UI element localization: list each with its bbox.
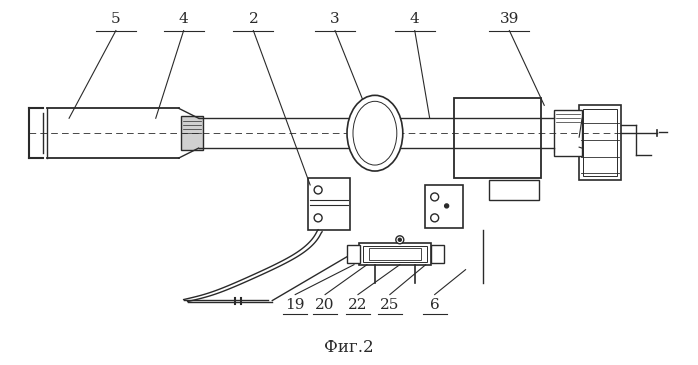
Bar [489, 180, 540, 200]
Bar [363, 246, 426, 262]
Bar [431, 245, 444, 263]
Ellipse shape [353, 101, 397, 165]
Circle shape [399, 238, 401, 241]
Circle shape [445, 204, 449, 208]
Text: 19: 19 [285, 297, 305, 312]
Circle shape [314, 214, 322, 222]
Bar [308, 178, 350, 230]
Text: 4: 4 [179, 12, 188, 26]
Bar [347, 245, 360, 263]
Bar [454, 98, 541, 178]
Circle shape [396, 236, 403, 244]
Text: 25: 25 [380, 297, 399, 312]
Text: 5: 5 [111, 12, 121, 26]
Text: 20: 20 [315, 297, 335, 312]
Bar [369, 248, 421, 260]
Bar [579, 105, 621, 180]
Text: 39: 39 [500, 12, 519, 26]
Circle shape [431, 214, 438, 222]
Text: 6: 6 [430, 297, 440, 312]
Text: 3: 3 [330, 12, 340, 26]
Text: 4: 4 [410, 12, 419, 26]
Circle shape [314, 186, 322, 194]
Bar [181, 116, 202, 150]
Text: 2: 2 [248, 12, 258, 26]
Bar [554, 110, 582, 156]
Bar [424, 185, 463, 228]
Ellipse shape [347, 95, 403, 171]
Text: 22: 22 [348, 297, 368, 312]
Text: Фиг.2: Фиг.2 [324, 339, 374, 356]
Bar [583, 109, 617, 176]
Circle shape [431, 193, 438, 201]
Bar [359, 243, 431, 265]
